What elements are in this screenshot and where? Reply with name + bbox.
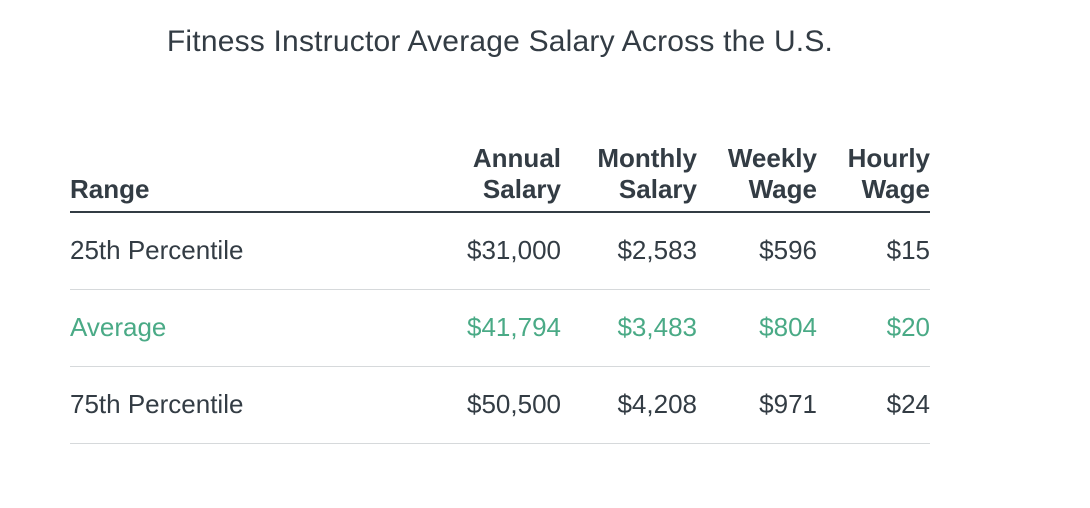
cell-range: 25th Percentile <box>70 212 370 290</box>
cell-range: 75th Percentile <box>70 366 370 444</box>
header-line-wage: Wage <box>861 174 930 204</box>
cell-annual-salary: $31,000 <box>370 212 561 290</box>
table-row-75th-percentile: 75th Percentile $50,500 $4,208 $971 $24 <box>70 366 930 444</box>
cell-weekly-wage: $971 <box>697 366 817 444</box>
cell-weekly-wage: $804 <box>697 289 817 367</box>
column-header-hourly-wage: Hourly Wage <box>817 143 930 213</box>
cell-weekly-wage: $596 <box>697 212 817 290</box>
table-row-average: Average $41,794 $3,483 $804 $20 <box>70 289 930 367</box>
cell-monthly-salary: $4,208 <box>561 366 697 444</box>
salary-table: Range Annual Salary Monthly Salary Weekl… <box>70 143 930 444</box>
cell-hourly-wage: $20 <box>817 289 930 367</box>
header-line-hourly: Hourly <box>847 143 930 173</box>
cell-monthly-salary: $3,483 <box>561 289 697 367</box>
header-line-salary: Salary <box>618 174 697 204</box>
header-row: Range Annual Salary Monthly Salary Weekl… <box>70 143 930 213</box>
cell-hourly-wage: $24 <box>817 366 930 444</box>
header-line-annual: Annual <box>472 143 561 173</box>
cell-hourly-wage: $15 <box>817 212 930 290</box>
column-header-monthly-salary: Monthly Salary <box>561 143 697 213</box>
column-header-annual-salary: Annual Salary <box>370 143 561 213</box>
page: Fitness Instructor Average Salary Across… <box>70 25 930 444</box>
cell-monthly-salary: $2,583 <box>561 212 697 290</box>
header-line-monthly: Monthly <box>597 143 697 173</box>
table-row-25th-percentile: 25th Percentile $31,000 $2,583 $596 $15 <box>70 212 930 290</box>
header-line-salary: Salary <box>482 174 561 204</box>
page-title: Fitness Instructor Average Salary Across… <box>166 25 834 58</box>
column-header-range: Range <box>70 143 370 213</box>
column-header-weekly-wage: Weekly Wage <box>697 143 817 213</box>
header-line-weekly: Weekly <box>727 143 817 173</box>
cell-annual-salary: $50,500 <box>370 366 561 444</box>
cell-annual-salary: $41,794 <box>370 289 561 367</box>
header-line-wage: Wage <box>748 174 817 204</box>
cell-range: Average <box>70 289 370 367</box>
